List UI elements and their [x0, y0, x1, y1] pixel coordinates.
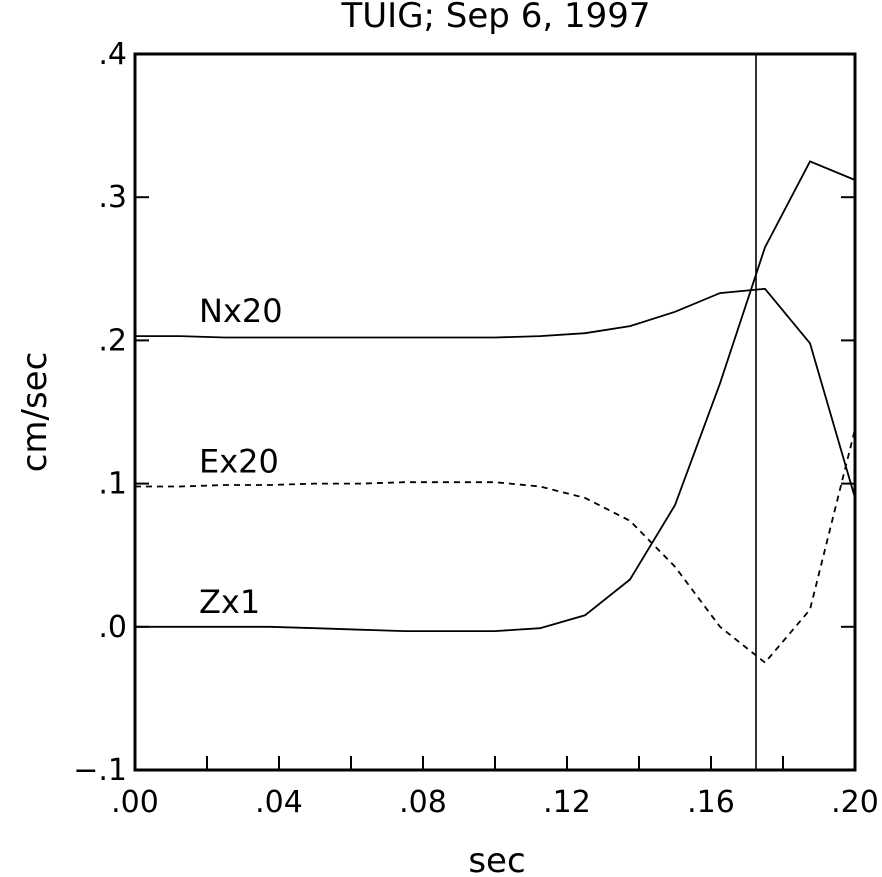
- x-axis-label: sec: [468, 841, 525, 877]
- y-tick-label: .4: [98, 37, 127, 72]
- y-axis: .4 .3 .2 .1 .0 −.1: [73, 37, 855, 788]
- series-lines: [135, 54, 856, 770]
- y-tick-label: .3: [98, 180, 127, 215]
- y-tick-label: −.1: [73, 753, 127, 788]
- y-tick-label: .2: [98, 323, 127, 358]
- x-tick-label: .00: [111, 785, 159, 820]
- y-axis-label: cm/sec: [15, 352, 55, 473]
- series-line-zx1: [135, 160, 856, 632]
- series-labels: Nx20 Ex20 Zx1: [199, 292, 283, 621]
- x-tick-label: .12: [543, 785, 591, 820]
- series-label-zx1: Zx1: [199, 583, 260, 621]
- plot-frame: [133, 52, 857, 772]
- x-tick-label: .20: [831, 785, 879, 820]
- x-axis: .00 .04 .08 .12 .16 .20: [111, 756, 879, 820]
- x-tick-label: .16: [687, 785, 735, 820]
- x-tick-label: .08: [399, 785, 447, 820]
- series-line-nx20: [135, 287, 856, 499]
- x-tick-label: .04: [255, 785, 303, 820]
- series-line-ex20: [135, 428, 856, 664]
- series-label-nx20: Nx20: [199, 292, 283, 330]
- chart-title: TUIG; Sep 6, 1997: [341, 0, 651, 36]
- series-label-ex20: Ex20: [199, 442, 279, 480]
- y-tick-label: .0: [98, 610, 127, 645]
- y-tick-label: .1: [98, 467, 127, 502]
